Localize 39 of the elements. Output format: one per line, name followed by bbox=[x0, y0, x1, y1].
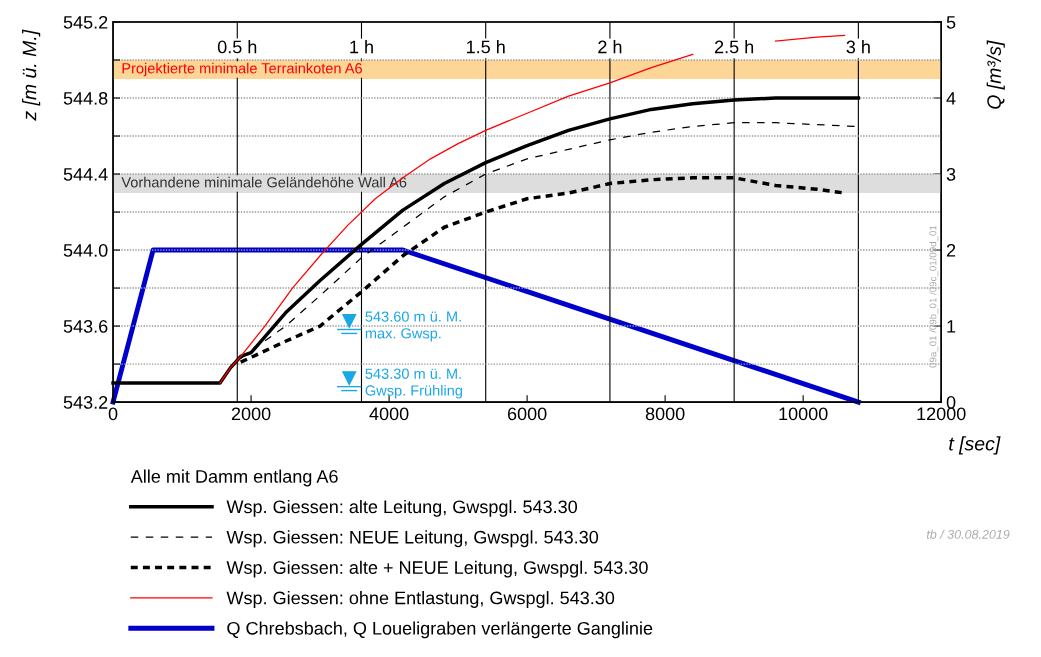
annotation: 543.30 m ü. M. Gwsp. Frühling bbox=[365, 368, 462, 399]
x2-tick-label: 0.5 h bbox=[217, 40, 257, 54]
y2-tick-label: 5 bbox=[946, 16, 956, 29]
text: tb / 30.08.2019 bbox=[926, 529, 1010, 539]
annotation: 09a_01 /09b_01 /09c_01/09d_01 bbox=[929, 225, 939, 368]
y-tick-label: 544.0 bbox=[63, 243, 108, 257]
y2-tick-label: 0 bbox=[946, 396, 956, 409]
band-label: Projektierte minimale Terrainkoten A6 bbox=[122, 62, 362, 77]
x-tick-label: 6000 bbox=[507, 407, 547, 421]
y-axis-title: z [m ü. M.] bbox=[22, 29, 41, 121]
x-tick-label: 12000 bbox=[917, 407, 966, 421]
y2-tick-label: 4 bbox=[946, 92, 956, 105]
y2-tick-label: 2 bbox=[946, 243, 956, 257]
x2-tick-label: 2.5 h bbox=[714, 40, 754, 54]
x2-tick-label: 1 h bbox=[350, 40, 373, 54]
y2-tick-label: 3 bbox=[946, 167, 956, 181]
legend-title: Alle mit Damm entlang A6 bbox=[130, 469, 338, 487]
y2-tick-label: 1 bbox=[947, 320, 956, 333]
legend-label: Q Chrebsbach, Q Loueligraben verlängerte Ganglinie bbox=[227, 621, 653, 639]
x2-tick-label: 1.5 h bbox=[467, 40, 505, 54]
x-tick-label: 4000 bbox=[369, 407, 409, 421]
annotation: 543.60 m ü. M. max. Gwsp. bbox=[365, 311, 461, 342]
y-tick-label: 545.2 bbox=[63, 15, 108, 29]
legend-label: Wsp. Giessen: ohne Entlastung, Gwspgl. 543.30 bbox=[226, 591, 615, 608]
y-tick-label: 544.8 bbox=[63, 91, 108, 105]
x-axis-title: t [sec] bbox=[949, 436, 1001, 455]
x-tick-label: 8000 bbox=[645, 407, 685, 421]
x2-tick-label: 2 h bbox=[598, 40, 622, 54]
x-tick-label: 0 bbox=[108, 407, 118, 421]
x-tick-label: 2000 bbox=[231, 407, 271, 421]
legend-label: Wsp. Giessen: NEUE Leitung, Gwspgl. 543.30 bbox=[226, 530, 599, 548]
y-tick-label: 544.4 bbox=[63, 168, 108, 181]
legend-label: Wsp. Giessen: alte Leitung, Gwspgl. 543.30 bbox=[226, 499, 578, 517]
x-tick-label: 10000 bbox=[779, 407, 828, 421]
y-tick-label: 543.6 bbox=[63, 320, 108, 333]
y-tick-label: 543.2 bbox=[63, 396, 108, 409]
legend-label: Wsp. Giessen: alte + NEUE Leitung, Gwspgl. 543.30 bbox=[226, 560, 648, 578]
x2-tick-label: 3 h bbox=[846, 40, 870, 54]
y2-axis-title: Q [m³/s] bbox=[986, 40, 1005, 109]
